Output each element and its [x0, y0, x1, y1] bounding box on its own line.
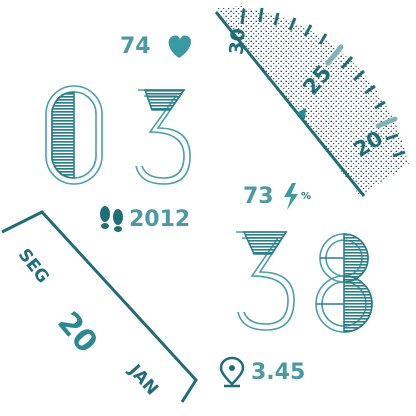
- steps-value: 2012: [129, 207, 191, 232]
- distance-value: 3.45: [251, 360, 306, 385]
- gauge-dotted-band: [216, 6, 410, 196]
- battery-value: 73: [243, 184, 274, 209]
- heart-icon: [168, 35, 191, 58]
- pointer-triangle-icon: [296, 108, 306, 119]
- gauge-bottom-border: [214, 11, 366, 197]
- gauge-label-30: 30: [225, 27, 250, 56]
- temperature-gauge: [214, 4, 412, 197]
- minute-value: 38: [234, 230, 373, 330]
- hour-digits-art: [45, 85, 191, 185]
- gauge-major-ticks: [325, 44, 398, 129]
- lightning-bolt-icon: [284, 183, 298, 210]
- gauge-ticks: [240, 7, 406, 158]
- date-frame: [1, 210, 198, 403]
- heart-rate-value: 74: [120, 34, 151, 59]
- hour-value: 03: [44, 84, 183, 184]
- location-pin-icon: [219, 356, 245, 388]
- battery-unit: %: [301, 191, 312, 202]
- footsteps-icon: [100, 206, 123, 232]
- minute-digits-art: [236, 231, 373, 333]
